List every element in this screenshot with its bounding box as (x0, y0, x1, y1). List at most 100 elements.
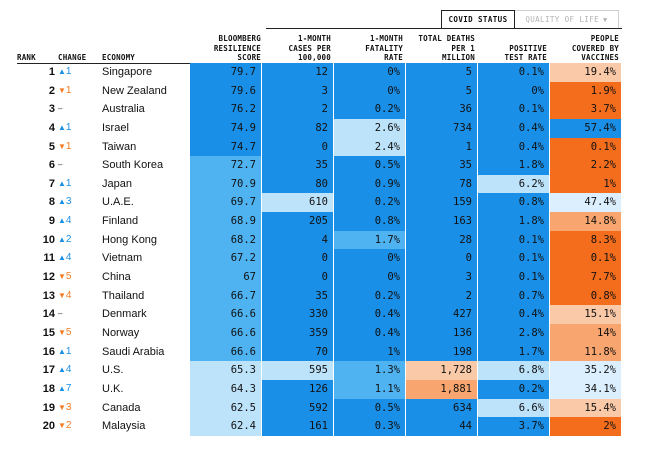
table-row: 3– Australia 76.2 2 0.2% 36 0.1% 3.7% (0, 100, 646, 119)
fatality-cell: 0% (334, 268, 405, 287)
change-cell: ▲3 (58, 193, 71, 212)
cases-cell: 35 (262, 156, 333, 175)
vaccines-cell: 1% (550, 174, 621, 194)
rank-cell: 5 (48, 140, 55, 153)
change-cell: ▲1 (58, 175, 71, 194)
score-cell: 62.4 (190, 417, 261, 436)
vaccines-cell: 0.1% (550, 137, 621, 157)
change-value: 3 (65, 196, 72, 208)
economy-cell: U.S. (102, 364, 124, 377)
header-vaccines-line-1: PEOPLE (590, 34, 619, 43)
fatality-cell: 0.8% (334, 212, 405, 231)
score-cell: 72.7 (190, 156, 261, 175)
table-body: 1 ▲1 Singapore 79.7 12 0% 5 0.1% 19.4% 2 ▼1 New Zea… (0, 63, 646, 436)
cases-cell: 359 (262, 323, 333, 343)
positive-cell: 1.8% (478, 156, 549, 175)
rank-cell: 9 (48, 215, 55, 228)
deaths-cell: 44 (406, 417, 477, 436)
fatality-cell: 0.5% (334, 156, 405, 175)
arrow-down-icon: ▼ (58, 85, 66, 95)
rank-cell: 13 (42, 289, 55, 302)
arrow-up-icon: ▲ (58, 346, 66, 356)
rank-cell: 19 (42, 401, 55, 414)
arrow-down-icon: ▼ (58, 402, 66, 412)
cases-cell: 3 (262, 81, 333, 101)
cases-cell: 610 (262, 193, 333, 213)
table-row: 17 ▲4 U.S. 65.3 595 1.3% 1,728 6.8% 35.2% (0, 361, 646, 380)
tab-covid-status[interactable]: COVID STATUS (441, 10, 515, 29)
change-value: 5 (65, 326, 72, 338)
change-cell: – (58, 156, 62, 175)
deaths-cell: 2 (406, 286, 477, 306)
score-cell: 74.7 (190, 137, 261, 157)
tab-quality-of-life-label: QUALITY OF LIFE (525, 15, 600, 24)
positive-cell: 1.8% (478, 212, 549, 231)
vaccines-cell: 8.3% (550, 230, 621, 250)
score-cell: 79.7 (190, 63, 261, 82)
vaccines-cell: 14% (550, 323, 621, 343)
cases-cell: 161 (262, 417, 333, 436)
change-value: 4 (65, 289, 72, 301)
arrow-down-icon: ▼ (58, 327, 66, 337)
score-cell: 67 (190, 268, 261, 287)
rank-cell: 4 (48, 121, 55, 134)
cases-cell: 4 (262, 230, 333, 250)
header-economy-line: ECONOMY (102, 53, 136, 62)
arrow-up-icon: ▲ (58, 253, 66, 263)
vaccines-cell: 3.7% (550, 100, 621, 119)
score-cell: 65.3 (190, 361, 261, 380)
cases-cell: 0 (262, 137, 333, 157)
deaths-cell: 3 (406, 268, 477, 287)
change-value: 1 (65, 140, 72, 152)
vaccines-cell: 11.8% (550, 342, 621, 362)
header-vaccines-line-2: COVERED BY (571, 43, 619, 53)
header-fatality-line-3: RATE (384, 53, 403, 62)
positive-cell: 3.7% (478, 417, 549, 436)
deaths-cell: 427 (406, 305, 477, 324)
table-row: 19 ▼3 Canada 62.5 592 0.5% 634 6.6% 15.4% (0, 398, 646, 418)
change-cell: ▲2 (58, 231, 71, 250)
rank-cell: 20 (42, 420, 55, 433)
economy-cell: Vietnam (102, 252, 143, 265)
economy-cell: Saudi Arabia (102, 345, 165, 358)
positive-cell: 0.1% (478, 100, 549, 119)
cases-cell: 35 (262, 286, 333, 306)
arrow-up-icon: ▲ (58, 178, 66, 188)
rank-cell: 7 (48, 177, 55, 190)
header-fatality: 1-MONTH FATALITY RATE (334, 34, 403, 63)
header-economy: ECONOMY (102, 53, 135, 63)
positive-cell: 0.1% (478, 268, 549, 287)
header-divider (266, 28, 622, 29)
header-score-line-1: BLOOMBERG (218, 34, 261, 43)
change-value: 2 (65, 420, 72, 432)
deaths-cell: 734 (406, 118, 477, 138)
deaths-cell: 0 (406, 249, 477, 269)
vaccines-cell: 34.1% (550, 379, 621, 399)
positive-cell: 0.1% (478, 230, 549, 250)
tab-quality-of-life[interactable]: QUALITY OF LIFE ▼ (515, 10, 619, 29)
rank-cell: 2 (48, 84, 55, 97)
arrow-down-icon: ▼ (58, 421, 66, 431)
deaths-cell: 159 (406, 193, 477, 213)
header-deaths-line-3: MILLION (441, 53, 475, 62)
fatality-cell: 2.4% (334, 137, 405, 157)
score-cell: 79.6 (190, 81, 261, 101)
positive-cell: 0% (478, 81, 549, 101)
deaths-cell: 1,881 (406, 379, 477, 399)
economy-cell: Finland (102, 215, 139, 228)
arrow-up-icon: ▲ (58, 365, 66, 375)
fatality-cell: 1.3% (334, 361, 405, 380)
header-vaccines: PEOPLE COVERED BY VACCINES (550, 34, 619, 63)
score-cell: 68.9 (190, 212, 261, 231)
fatality-cell: 0% (334, 63, 405, 82)
change-cell: ▲4 (58, 249, 71, 268)
header-score: BLOOMBERG RESILIENCE SCORE (190, 34, 261, 63)
change-cell: ▼3 (58, 399, 71, 418)
fatality-cell: 0.5% (334, 398, 405, 418)
fatality-cell: 1% (334, 342, 405, 362)
positive-cell: 0.2% (478, 379, 549, 399)
fatality-cell: 0% (334, 249, 405, 269)
positive-cell: 0.4% (478, 118, 549, 138)
deaths-cell: 1,728 (406, 361, 477, 380)
deaths-cell: 1 (406, 137, 477, 157)
